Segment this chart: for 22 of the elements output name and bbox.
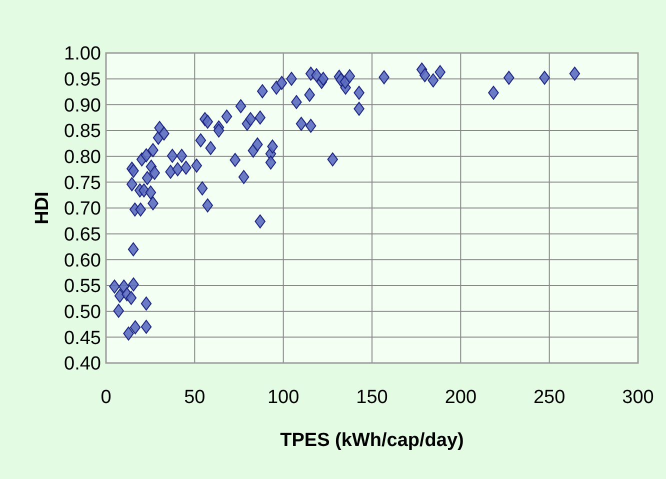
y-tick-label: 0.80 (64, 146, 101, 168)
x-tick-label: 150 (356, 387, 388, 408)
y-tick-label: 0.90 (64, 95, 101, 116)
x-tick-label: 250 (533, 387, 566, 408)
y-tick-label: 0.65 (64, 224, 101, 246)
y-tick-label: 0.50 (64, 302, 101, 323)
x-tick-label: 50 (184, 387, 206, 408)
y-tick-label: 0.40 (64, 354, 101, 375)
x-tick-label: 300 (622, 387, 654, 408)
x-tick-label: 200 (444, 387, 477, 408)
y-tick-label: 0.70 (64, 198, 101, 220)
y-axis-title: HDI (32, 192, 53, 224)
y-tick-label: 0.85 (64, 121, 101, 142)
y-tick-label: 0.95 (64, 69, 101, 90)
y-tick-label: 0.75 (64, 172, 101, 194)
y-tick-label: 1.00 (64, 44, 101, 65)
y-tick-label: 0.55 (64, 276, 101, 298)
x-tick-label: 100 (267, 387, 300, 408)
y-tick-label: 0.45 (64, 328, 101, 349)
x-tick-label: 0 (100, 387, 112, 408)
x-axis-title: TPES (kWh/cap/day) (280, 430, 464, 451)
y-tick-label: 0.60 (64, 250, 101, 272)
